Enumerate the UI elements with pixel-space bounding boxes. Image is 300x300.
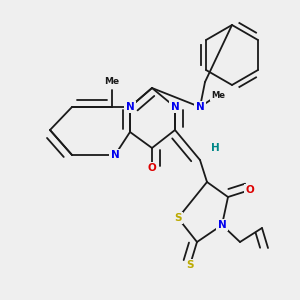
Text: N: N <box>196 102 204 112</box>
Text: S: S <box>186 260 194 270</box>
Text: H: H <box>211 143 219 153</box>
Text: N: N <box>111 150 119 160</box>
Text: Me: Me <box>211 91 225 100</box>
Text: Me: Me <box>104 77 120 86</box>
Text: O: O <box>148 163 156 173</box>
Text: S: S <box>174 213 182 223</box>
Text: O: O <box>246 185 254 195</box>
Text: N: N <box>218 220 226 230</box>
Text: N: N <box>126 102 134 112</box>
Text: N: N <box>171 102 179 112</box>
